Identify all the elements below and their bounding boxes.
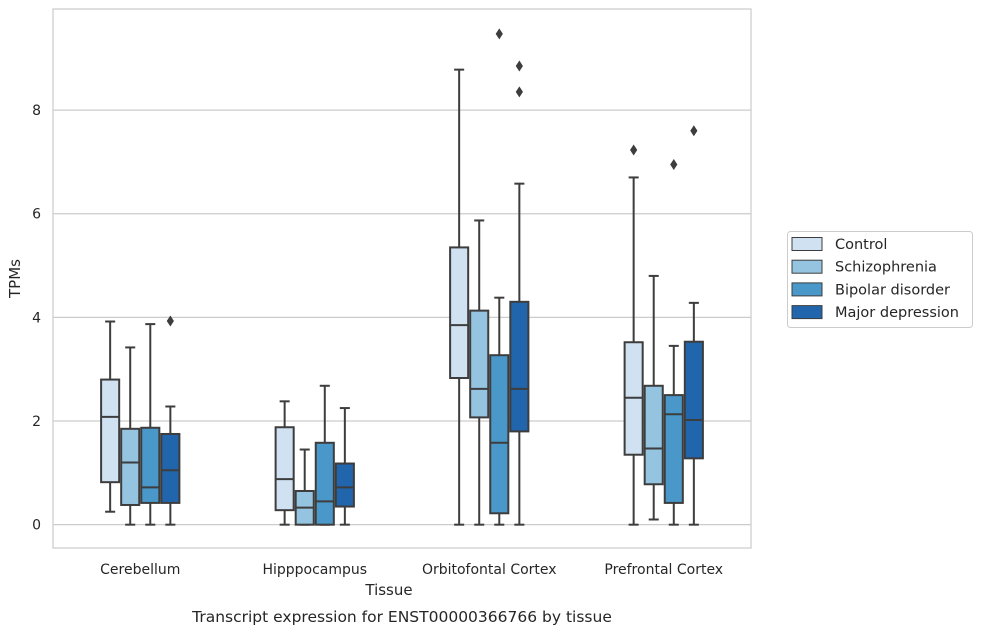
- y-tick-label: 2: [32, 414, 41, 430]
- box: [449, 68, 470, 526]
- box: [334, 407, 355, 526]
- legend: Control Schizophrenia Bipolar disorder Majo…: [787, 231, 973, 328]
- x-tick-label: Prefrontal Cortex: [604, 562, 723, 578]
- box: [683, 125, 704, 526]
- y-tick-label: 0: [32, 518, 41, 534]
- box-iqr: [489, 354, 510, 515]
- y-tick-label: 8: [32, 103, 41, 119]
- outlier-point: [166, 315, 174, 327]
- box-iqr: [509, 300, 530, 433]
- box: [509, 60, 530, 526]
- legend-label: Control: [835, 237, 887, 253]
- box-iqr: [449, 246, 470, 380]
- outlier-point: [670, 158, 678, 170]
- box: [274, 400, 295, 526]
- box-iqr: [334, 462, 355, 508]
- box-iqr: [663, 394, 684, 504]
- outlier-point: [495, 28, 503, 40]
- box-iqr: [683, 340, 704, 460]
- box-iqr: [469, 309, 490, 419]
- box-iqr: [643, 384, 664, 486]
- legend-label: Major depression: [835, 305, 959, 321]
- legend-item: Schizophrenia: [791, 259, 937, 276]
- box: [489, 28, 510, 526]
- x-tick-label: Cerebellum: [100, 562, 180, 578]
- box: [160, 315, 181, 526]
- box-iqr: [160, 432, 181, 504]
- box-iqr: [140, 426, 161, 504]
- y-tick-label: 6: [32, 207, 41, 223]
- x-tick-label: Hipppocampus: [262, 562, 367, 578]
- legend-label: Schizophrenia: [835, 260, 937, 276]
- plot-area-frame: [52, 8, 752, 549]
- outlier-point: [690, 125, 698, 137]
- box: [643, 274, 664, 521]
- box: [140, 323, 161, 526]
- y-axis-ticks: 0 2 4 6 8: [32, 103, 41, 534]
- box: [294, 448, 315, 526]
- legend-swatch: [791, 259, 823, 274]
- outlier-point: [630, 144, 638, 156]
- y-tick-label: 4: [32, 310, 41, 326]
- y-axis-label: TPMs: [6, 259, 24, 299]
- legend-item: Control: [791, 237, 887, 253]
- box: [100, 320, 121, 513]
- box-iqr: [274, 426, 295, 512]
- box: [120, 346, 141, 526]
- legend-swatch: [791, 305, 823, 320]
- box-iqr: [100, 378, 121, 484]
- x-axis-label: Tissue: [364, 581, 412, 599]
- legend-item: Bipolar disorder: [791, 282, 950, 298]
- series-schizophrenia: [120, 219, 664, 526]
- box: [314, 384, 335, 526]
- series-major-depression: [160, 60, 704, 526]
- series-bipolar-disorder: [140, 28, 684, 526]
- x-axis-ticks: Cerebellum Hipppocampus Orbitofontal Corte…: [100, 562, 723, 578]
- legend-swatch: [791, 282, 823, 297]
- box-iqr: [314, 441, 335, 526]
- box-iqr: [120, 427, 141, 506]
- box: [663, 158, 684, 526]
- series-control: [100, 68, 644, 526]
- legend-swatch: [791, 237, 823, 251]
- x-tick-label: Orbitofontal Cortex: [422, 562, 557, 578]
- legend-item: Major depression: [791, 305, 959, 321]
- box: [623, 144, 644, 526]
- box: [469, 219, 490, 526]
- legend-frame: [787, 231, 973, 328]
- legend-label: Bipolar disorder: [835, 282, 950, 298]
- figure-caption: Transcript expression for ENST0000036676…: [191, 608, 612, 626]
- outlier-point: [515, 60, 523, 72]
- box-series: [100, 28, 704, 526]
- outlier-point: [515, 86, 523, 98]
